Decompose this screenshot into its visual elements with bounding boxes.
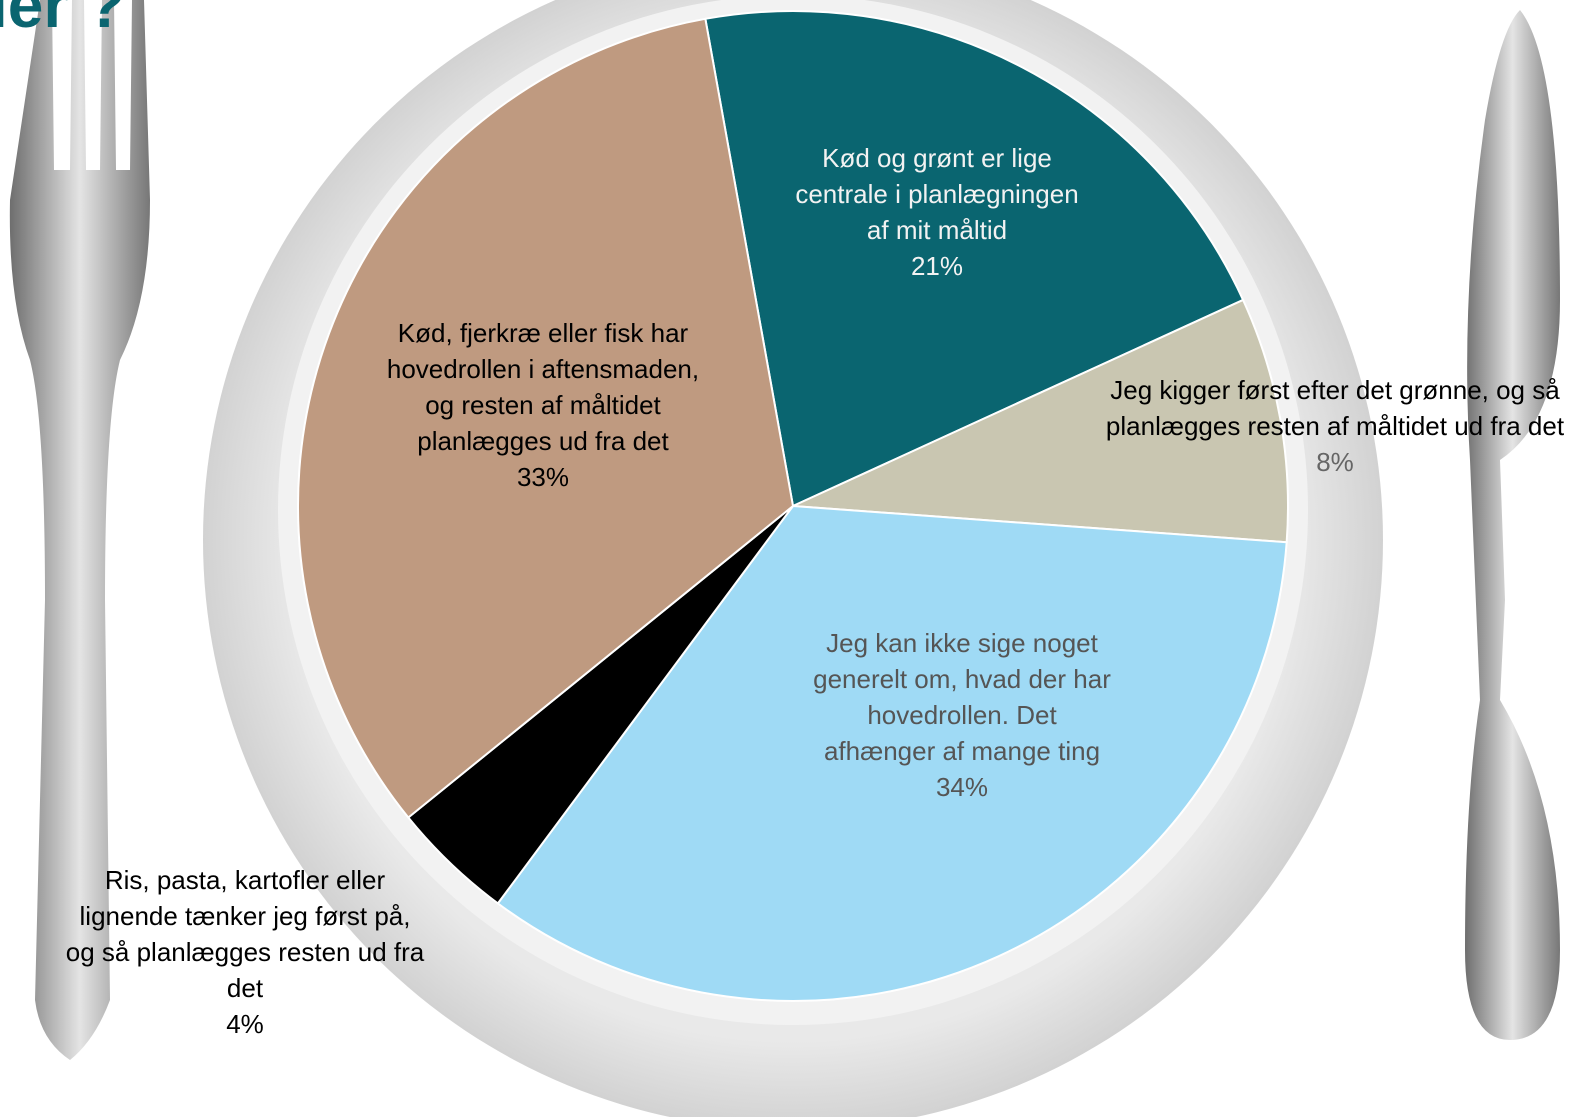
slice-label: Ris, pasta, kartofler eller lignende tæn…: [65, 862, 425, 1042]
value-label: 34%: [935, 772, 989, 802]
category-label: Ris, pasta, kartofler eller lignende tæn…: [65, 865, 425, 1003]
category-label: Jeg kan ikke sige noget generelt om, hva…: [813, 628, 1111, 766]
category-label: Kød og grønt er lige centrale i planlægn…: [795, 143, 1079, 245]
value-label: 4%: [226, 1009, 264, 1039]
value-label: 33%: [516, 462, 570, 492]
slice-label: Kød og grønt er lige centrale i planlægn…: [782, 140, 1092, 284]
category-label: Jeg kigger først efter det grønne, og så…: [1105, 375, 1565, 441]
pie-slice: [792, 298, 1289, 544]
pie-slice: [297, 17, 795, 819]
pie-slice: [496, 504, 1288, 1002]
value-label: 21%: [910, 251, 964, 281]
slice-label: Jeg kan ikke sige noget generelt om, hva…: [812, 625, 1112, 805]
value-label: 8%: [1316, 447, 1354, 477]
fork: [9, 0, 151, 1060]
slice-label: Kød, fjerkræ eller fisk har hovedrollen …: [378, 315, 708, 495]
category-label: Kød, fjerkræ eller fisk har hovedrollen …: [386, 318, 700, 456]
slice-label: Jeg kigger først efter det grønne, og så…: [1100, 372, 1570, 480]
chart-title: ler ?: [0, 0, 126, 41]
knife: [1465, 10, 1560, 1040]
pie-slice: [704, 10, 1245, 508]
